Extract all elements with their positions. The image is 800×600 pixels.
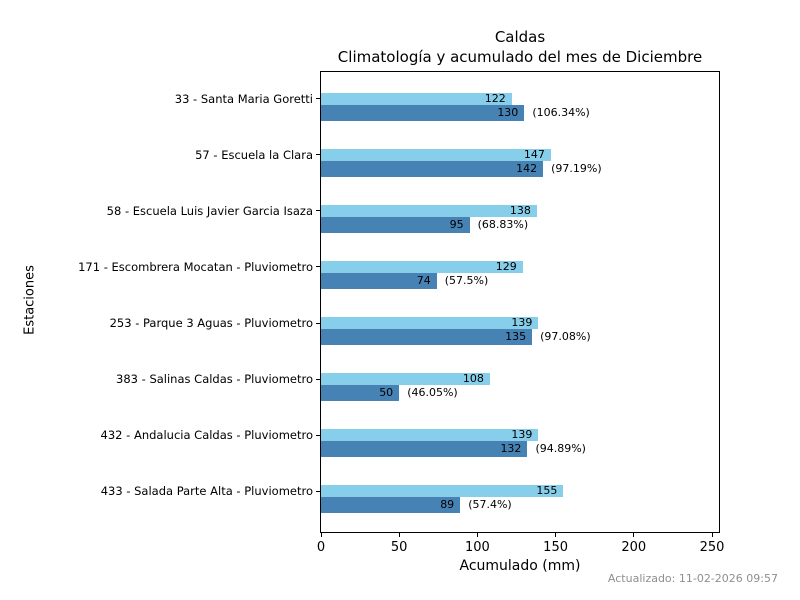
bar-acumulado	[321, 329, 533, 346]
category-label: 383 - Salinas Caldas - Pluviometro	[116, 372, 313, 387]
bar-value-climatologia: 138	[509, 203, 531, 217]
category-label: 58 - Escuela Luis Javier Garcia Isaza	[106, 203, 313, 218]
y-tick-mark	[316, 434, 321, 436]
bar-acumulado	[321, 216, 470, 233]
bar-value-acumulado: 89	[440, 498, 455, 512]
category-label: 171 - Escombrera Mocatan - Pluviometro	[78, 259, 313, 274]
bar-climatologia	[321, 373, 490, 386]
category-label: 57 - Escuela la Clara	[195, 147, 313, 162]
x-tick-label: 150	[543, 540, 569, 555]
chart-title-block: Caldas Climatología y acumulado del mes …	[320, 27, 720, 67]
x-tick-mark	[633, 533, 635, 537]
bar-acumulado	[321, 104, 525, 121]
x-axis-label: Acumulado (mm)	[459, 558, 581, 574]
x-tick-label: 100	[464, 540, 490, 555]
percent-label: (97.08%)	[540, 330, 591, 344]
y-axis-label: Estaciones	[22, 265, 38, 335]
bar-climatologia	[321, 204, 537, 217]
x-tick-label: 200	[621, 540, 647, 555]
category-label: 433 - Salada Parte Alta - Pluviometro	[100, 484, 313, 499]
bar-value-climatologia: 108	[462, 372, 484, 386]
category-label: 432 - Andalucia Caldas - Pluviometro	[100, 428, 313, 443]
percent-label: (68.83%)	[477, 217, 529, 231]
y-tick-mark	[316, 98, 321, 99]
y-tick-mark	[316, 490, 321, 492]
x-tick-mark	[476, 533, 478, 537]
bar-climatologia	[321, 260, 523, 273]
x-tick-label: 50	[390, 540, 408, 555]
bar-climatologia	[321, 317, 539, 330]
chart-subtitle: Climatología y acumulado del mes de Dici…	[337, 48, 703, 66]
x-tick-mark	[711, 533, 713, 537]
bar-value-acumulado: 95	[449, 217, 464, 231]
chart-title: Caldas	[494, 28, 546, 46]
bar-acumulado	[321, 160, 544, 177]
y-tick-mark	[316, 154, 321, 156]
x-tick-mark	[398, 533, 400, 537]
bar-value-acumulado: 50	[379, 386, 394, 400]
bar-value-climatologia: 147	[523, 147, 545, 161]
percent-label: (97.19%)	[551, 161, 602, 175]
bar-climatologia	[321, 148, 551, 161]
bar-value-acumulado: 135	[505, 330, 527, 344]
bar-value-climatologia: 139	[511, 428, 533, 442]
x-tick-mark	[555, 533, 557, 537]
x-tick-label: 0	[316, 540, 326, 555]
bar-acumulado	[321, 385, 400, 402]
plot-area	[320, 71, 720, 533]
y-tick-mark	[316, 210, 321, 212]
bar-acumulado	[321, 272, 437, 289]
bar-climatologia	[321, 429, 539, 442]
bar-acumulado	[321, 441, 528, 458]
percent-label: (106.34%)	[532, 105, 590, 119]
percent-label: (57.4%)	[468, 498, 512, 512]
bar-value-acumulado: 142	[516, 161, 538, 175]
bar-value-acumulado: 132	[500, 442, 522, 456]
bar-climatologia	[321, 485, 564, 498]
x-tick-mark	[320, 533, 322, 537]
bar-value-climatologia: 155	[536, 484, 558, 498]
percent-label: (94.89%)	[535, 442, 586, 456]
bar-climatologia	[321, 92, 512, 105]
bar-value-climatologia: 122	[484, 91, 506, 105]
category-label: 33 - Santa Maria Goretti	[174, 91, 313, 106]
percent-label: (57.5%)	[444, 273, 489, 287]
y-tick-mark	[316, 266, 321, 268]
bar-value-climatologia: 129	[495, 259, 517, 273]
bar-acumulado	[321, 497, 461, 514]
bar-value-climatologia: 139	[511, 316, 533, 330]
y-tick-mark	[316, 322, 321, 324]
x-tick-label: 250	[699, 540, 725, 555]
bar-value-acumulado: 74	[416, 273, 431, 287]
bar-value-acumulado: 130	[497, 105, 519, 119]
y-tick-mark	[316, 378, 321, 380]
updated-timestamp: Actualizado: 11-02-2026 09:57	[607, 572, 778, 585]
category-label: 253 - Parque 3 Aguas - Pluviometro	[109, 316, 313, 331]
percent-label: (46.05%)	[407, 386, 458, 400]
